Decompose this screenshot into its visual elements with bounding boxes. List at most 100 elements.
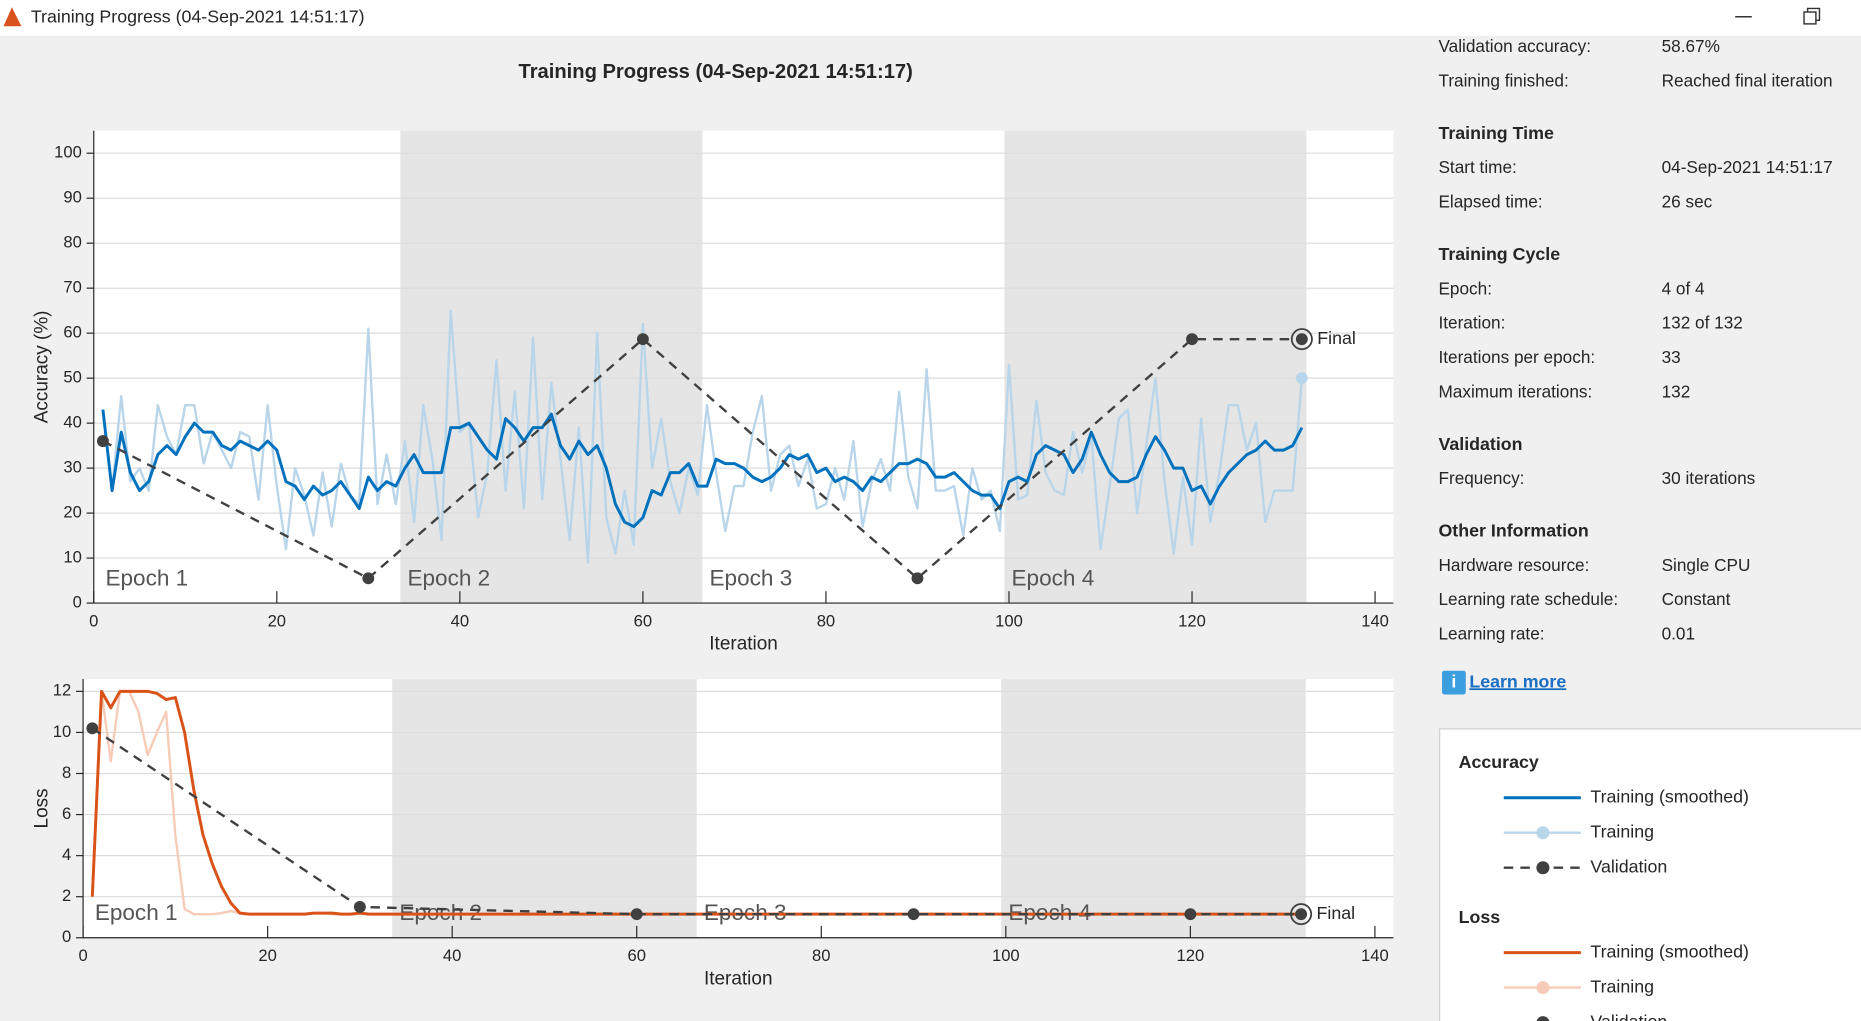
series-marker: [1295, 372, 1308, 385]
series-line: [101, 409, 1304, 529]
x-tick-label: 120: [1177, 946, 1205, 965]
info-value: Constant: [1662, 589, 1731, 609]
series-marker: [1186, 333, 1198, 346]
legend-marker: [1536, 861, 1550, 875]
series-line: [90, 689, 1302, 916]
info-label: Learning rate schedule:: [1438, 589, 1618, 609]
info-label: Maximum iterations:: [1438, 382, 1592, 402]
series-marker: [911, 572, 924, 585]
epoch-band: [1004, 130, 1307, 604]
epoch-label: Epoch 1: [95, 900, 178, 925]
app-icon: [3, 7, 22, 27]
info-value: 58.67%: [1662, 36, 1720, 56]
y-tick-label: 30: [63, 458, 81, 477]
window-title: Training Progress (04-Sep-2021 14:51:17): [31, 7, 365, 27]
epoch-label: Epoch 3: [704, 900, 787, 925]
x-tick-label: 60: [634, 611, 652, 630]
legend-label: Validation: [1590, 1011, 1667, 1021]
final-ring: [1290, 328, 1313, 351]
x-tick-label: 0: [89, 611, 98, 630]
y-tick-label: 2: [62, 886, 71, 905]
x-tick-label: 100: [995, 611, 1023, 630]
x-tick-label: 120: [1178, 611, 1206, 630]
epoch-label: Epoch 2: [399, 900, 482, 925]
series-marker: [1295, 333, 1308, 346]
y-tick-label: 40: [63, 413, 81, 432]
y-tick-label: 90: [63, 188, 81, 207]
legend-marker: [1536, 981, 1550, 995]
series-marker: [1184, 908, 1197, 921]
section-heading: Training Time: [1438, 123, 1553, 143]
x-tick-label: 60: [627, 946, 645, 965]
final-ring: [1290, 903, 1313, 926]
info-value: 0.01: [1662, 624, 1695, 644]
info-label: Start time:: [1438, 157, 1516, 177]
epoch-band: [1001, 679, 1306, 938]
epoch-band: [400, 130, 703, 604]
series-marker: [1295, 908, 1308, 921]
y-tick-label: 8: [62, 763, 71, 782]
section-heading: Training Cycle: [1438, 244, 1560, 264]
series-marker: [86, 722, 99, 735]
x-axis-label: Iteration: [709, 634, 778, 655]
x-tick-label: 100: [992, 946, 1020, 965]
y-tick-label: 4: [62, 845, 71, 864]
series-line: [91, 727, 1302, 916]
legend-label: Training: [1590, 976, 1654, 996]
restore-button[interactable]: [1803, 7, 1821, 25]
epoch-label: Epoch 4: [1012, 565, 1095, 590]
x-tick-label: 40: [451, 611, 469, 630]
y-tick-label: 6: [62, 804, 71, 823]
epoch-label: Epoch 1: [105, 565, 188, 590]
series-marker: [353, 901, 366, 913]
legend-label: Training (smoothed): [1590, 941, 1749, 961]
y-axis-label: Accuracy (%): [32, 310, 53, 423]
info-value: 4 of 4: [1662, 278, 1705, 298]
x-tick-label: 80: [812, 946, 830, 965]
y-tick-label: 0: [62, 927, 71, 946]
x-tick-label: 0: [78, 946, 87, 965]
legend-marker: [1536, 1016, 1550, 1021]
info-label: Learning rate:: [1438, 624, 1544, 644]
info-value: 132: [1662, 382, 1691, 402]
info-label: Hardware resource:: [1438, 555, 1589, 575]
y-tick-label: 60: [63, 323, 81, 342]
title-bar: [0, 0, 1861, 36]
epoch-label: Epoch 4: [1008, 900, 1091, 925]
y-tick-label: 80: [63, 233, 81, 252]
y-tick-label: 12: [53, 681, 71, 700]
x-tick-label: 20: [268, 611, 286, 630]
info-icon: i: [1442, 670, 1466, 695]
y-tick-label: 50: [63, 368, 81, 387]
section-heading: Other Information: [1438, 521, 1588, 541]
final-label: Final: [1317, 328, 1356, 348]
y-tick-label: 0: [73, 592, 82, 611]
epoch-band: [392, 679, 697, 938]
info-value: Reached final iteration: [1662, 71, 1833, 91]
info-value: 33: [1662, 347, 1681, 367]
info-label: Elapsed time:: [1438, 192, 1542, 212]
y-tick-label: 70: [63, 278, 81, 297]
series-line: [101, 309, 1304, 564]
legend-marker: [1536, 826, 1550, 840]
chart-title: Training Progress (04-Sep-2021 14:51:17): [519, 61, 913, 83]
x-tick-label: 80: [817, 611, 835, 630]
legend-label: Training: [1590, 821, 1654, 841]
series-marker: [636, 333, 649, 346]
legend: Accuracy Training (smoothed) Training Valid…: [1459, 752, 1749, 1021]
info-value: 132 of 132: [1662, 313, 1743, 333]
legend-heading: Loss: [1459, 907, 1501, 927]
epoch-label: Epoch 2: [407, 565, 490, 590]
learn-more-link[interactable]: Learn more: [1469, 671, 1566, 691]
y-axis-label: Loss: [32, 788, 53, 828]
series-marker: [907, 908, 920, 921]
info-value: 04-Sep-2021 14:51:17: [1662, 157, 1833, 177]
info-label: Validation accuracy:: [1438, 36, 1591, 56]
info-label: Iteration:: [1438, 313, 1505, 333]
info-label: Training finished:: [1438, 71, 1568, 91]
series-marker: [96, 435, 109, 448]
epoch-label: Epoch 3: [710, 565, 793, 590]
